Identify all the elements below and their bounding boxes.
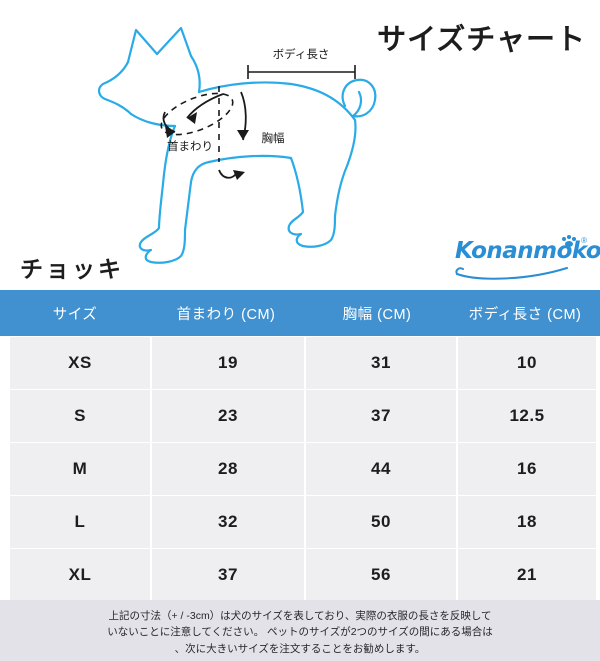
- annotation-neck-girth: 首まわり: [167, 139, 213, 153]
- cell-size: S: [10, 390, 150, 442]
- cell-size: M: [10, 443, 150, 495]
- column-header-body: ボディ長さ (CM): [468, 306, 582, 323]
- cell-body: 18: [458, 496, 596, 548]
- brand-logo: Konanmoko ®: [455, 235, 600, 282]
- dog-outline-icon: ボディ長さ 首まわり 胸幅: [98, 26, 377, 264]
- cell-body: 21: [458, 549, 596, 601]
- product-name-label: チョッキ: [20, 256, 124, 282]
- cell-neck: 19: [152, 337, 304, 389]
- annotation-chest-width: 胸幅: [262, 131, 285, 145]
- cell-size: L: [10, 496, 150, 548]
- column-header-neck: 首まわり (CM): [176, 306, 276, 323]
- column-header-size: サイズ: [52, 306, 98, 323]
- column-header-chest: 胸幅 (CM): [342, 306, 412, 323]
- cell-chest: 44: [306, 443, 456, 495]
- cell-neck: 23: [152, 390, 304, 442]
- footer-note-line-1: 上記の寸法（+ / -3cm）は犬のサイズを表しており、実際の衣服の長さを反映し…: [108, 610, 492, 623]
- table-row: S 23 37 12.5: [0, 389, 600, 442]
- footer-disclaimer: 上記の寸法（+ / -3cm）は犬のサイズを表しており、実際の衣服の長さを反映し…: [0, 600, 600, 661]
- brand-name: Konanmoko: [455, 238, 600, 264]
- logo-swoosh-icon: [455, 267, 568, 280]
- footer-note-line-3: 、次に大きいサイズを注文することをお勧めします。: [174, 642, 426, 655]
- illustration-panel: サイズチャート チョッキ: [0, 0, 600, 290]
- page-title: サイズチャート: [377, 24, 586, 56]
- cell-chest: 50: [306, 496, 456, 548]
- cell-body: 16: [458, 443, 596, 495]
- trademark-symbol: ®: [581, 236, 587, 245]
- cell-neck: 28: [152, 443, 304, 495]
- cell-chest: 56: [306, 549, 456, 601]
- cell-chest: 37: [306, 390, 456, 442]
- cell-neck: 32: [152, 496, 304, 548]
- table-row: L 32 50 18: [0, 495, 600, 548]
- cell-body: 10: [458, 337, 596, 389]
- table-row: XL 37 56 21: [0, 548, 600, 601]
- cell-body: 12.5: [458, 390, 596, 442]
- table-row: XS 19 31 10: [0, 336, 600, 389]
- footer-note-line-2: いないことに注意してください。 ペットのサイズが2つのサイズの間にある場合は: [107, 626, 493, 639]
- annotation-body-length: ボディ長さ: [273, 47, 330, 61]
- cell-chest: 31: [306, 337, 456, 389]
- cell-size: XS: [10, 337, 150, 389]
- table-row: M 28 44 16: [0, 442, 600, 495]
- table-header-row: サイズ 首まわり (CM) 胸幅 (CM) ボディ長さ (CM): [0, 290, 600, 336]
- paw-print-icon: [562, 235, 576, 247]
- cell-neck: 37: [152, 549, 304, 601]
- cell-size: XL: [10, 549, 150, 601]
- size-chart-table: サイズ 首まわり (CM) 胸幅 (CM) ボディ長さ (CM) XS 19 3…: [0, 290, 600, 601]
